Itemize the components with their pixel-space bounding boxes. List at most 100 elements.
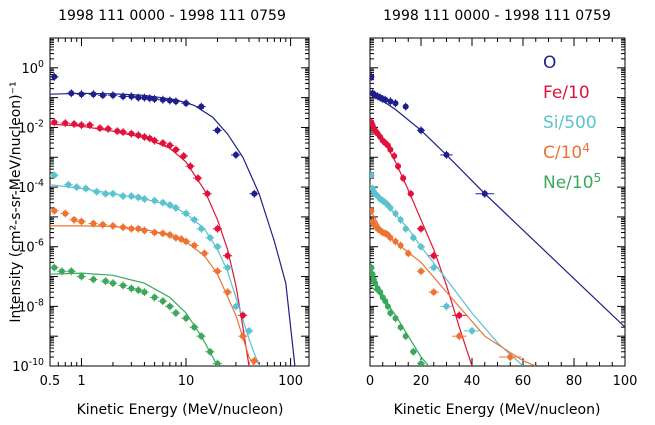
data-point-si — [189, 215, 199, 224]
data-point-si — [126, 192, 136, 201]
data-point-si — [133, 193, 143, 202]
x-axis-label-right: Kinetic Energy (MeV/nucleon) — [394, 402, 601, 418]
data-point-si — [428, 263, 439, 272]
data-point-o — [149, 95, 159, 104]
data-point-c — [428, 288, 439, 297]
data-points-left — [50, 72, 259, 366]
data-point-ne — [387, 308, 394, 317]
data-point-si — [91, 187, 102, 196]
data-point-o — [370, 72, 375, 81]
data-point-o — [249, 189, 259, 198]
legend-entry-o: O — [543, 53, 556, 73]
fit-curve-o — [50, 92, 296, 366]
data-point-o — [158, 95, 168, 104]
data-point-o — [118, 92, 128, 101]
data-point-si — [397, 215, 404, 224]
data-point-c — [76, 217, 86, 226]
data-point-fe — [144, 134, 155, 143]
y-axis-label: Intensity (cm²-s-sr-MeV/nucleon)⁻¹ — [8, 81, 24, 322]
y-tick-label: 10-8 — [18, 297, 44, 315]
data-point-c — [397, 241, 404, 250]
data-point-si — [205, 233, 215, 242]
data-point-c — [499, 353, 522, 362]
legend-entry-si: Si/500 — [543, 113, 597, 133]
data-point-si — [231, 302, 241, 311]
data-point-c — [212, 267, 222, 276]
data-point-si — [100, 189, 110, 198]
data-point-fe — [165, 141, 175, 150]
data-point-fe — [222, 251, 232, 260]
fit-curve-o — [370, 91, 625, 328]
data-point-si — [158, 198, 168, 207]
data-point-ne — [139, 288, 149, 297]
data-points-right — [370, 72, 522, 366]
data-point-ne — [126, 284, 136, 293]
x-tick-label: 60 — [515, 374, 532, 389]
data-point-ne — [88, 275, 98, 284]
data-point-c — [158, 229, 168, 238]
data-point-ne — [189, 323, 199, 332]
data-point-fe — [416, 224, 426, 233]
data-point-ne — [409, 347, 417, 356]
panel-left: 1998 111 0000 - 1998 111 0759 0.5 1 10 100 1… — [8, 8, 310, 418]
data-point-o — [50, 72, 59, 81]
data-point-c — [249, 356, 259, 365]
data-point-c — [69, 215, 79, 224]
data-point-fe — [118, 128, 128, 137]
data-point-fe — [178, 152, 189, 161]
data-point-c — [189, 241, 199, 250]
data-point-fe — [103, 124, 113, 133]
data-point-ne — [196, 332, 206, 341]
x-tick-label: 10 — [178, 374, 195, 389]
x-tick-label: 80 — [566, 374, 583, 389]
data-point-si — [387, 203, 394, 212]
data-point-o — [416, 126, 426, 135]
data-point-si — [165, 201, 175, 210]
data-point-si — [402, 224, 409, 233]
data-point-c — [387, 233, 394, 242]
y-tick-label: 100 — [22, 59, 45, 77]
data-point-o — [387, 97, 394, 106]
fit-curves-right — [370, 91, 625, 366]
data-point-c — [199, 249, 209, 258]
data-point-si — [212, 242, 222, 251]
data-point-ne — [149, 293, 159, 302]
panel-title-left: 1998 111 0000 - 1998 111 0759 — [58, 8, 286, 24]
data-point-c — [392, 237, 399, 246]
data-point-ne — [158, 297, 168, 306]
data-point-si — [63, 180, 73, 189]
data-point-ne — [382, 297, 389, 306]
legend-entry-c: C/104 — [543, 141, 590, 163]
data-point-si — [409, 233, 417, 242]
data-point-c — [238, 332, 248, 341]
data-point-o — [475, 189, 494, 198]
data-point-si — [370, 171, 375, 180]
data-point-o — [212, 126, 222, 135]
legend: O Fe/10 Si/500 C/104 Ne/105 — [543, 53, 601, 193]
panel-title-right: 1998 111 0000 - 1998 111 0759 — [383, 8, 611, 24]
data-point-fe — [395, 162, 402, 171]
data-point-si — [181, 209, 191, 218]
data-point-c — [222, 288, 232, 297]
data-point-fe — [133, 131, 143, 140]
data-point-c — [416, 267, 426, 276]
data-point-ne — [181, 314, 191, 323]
data-point-o — [66, 89, 76, 98]
data-point-ne — [416, 359, 426, 366]
x-tick-label: 40 — [464, 374, 481, 389]
data-point-fe — [387, 145, 394, 154]
data-point-o — [392, 99, 399, 108]
data-point-c — [108, 221, 118, 230]
data-point-c — [50, 206, 59, 215]
legend-entry-ne: Ne/105 — [543, 171, 601, 193]
x-tick-label: 0 — [366, 374, 374, 389]
data-point-o — [231, 150, 241, 159]
axis-ticks-left: 0.5 1 10 100 100 10-2 10-4 10-6 10-8 10-10 — [12, 37, 309, 389]
data-point-fe — [400, 174, 407, 183]
legend-entry-fe: Fe/10 — [543, 83, 590, 103]
data-point-fe — [185, 162, 195, 171]
data-point-si — [149, 196, 159, 205]
data-point-ne — [377, 288, 384, 297]
x-tick-label: 100 — [278, 374, 303, 389]
